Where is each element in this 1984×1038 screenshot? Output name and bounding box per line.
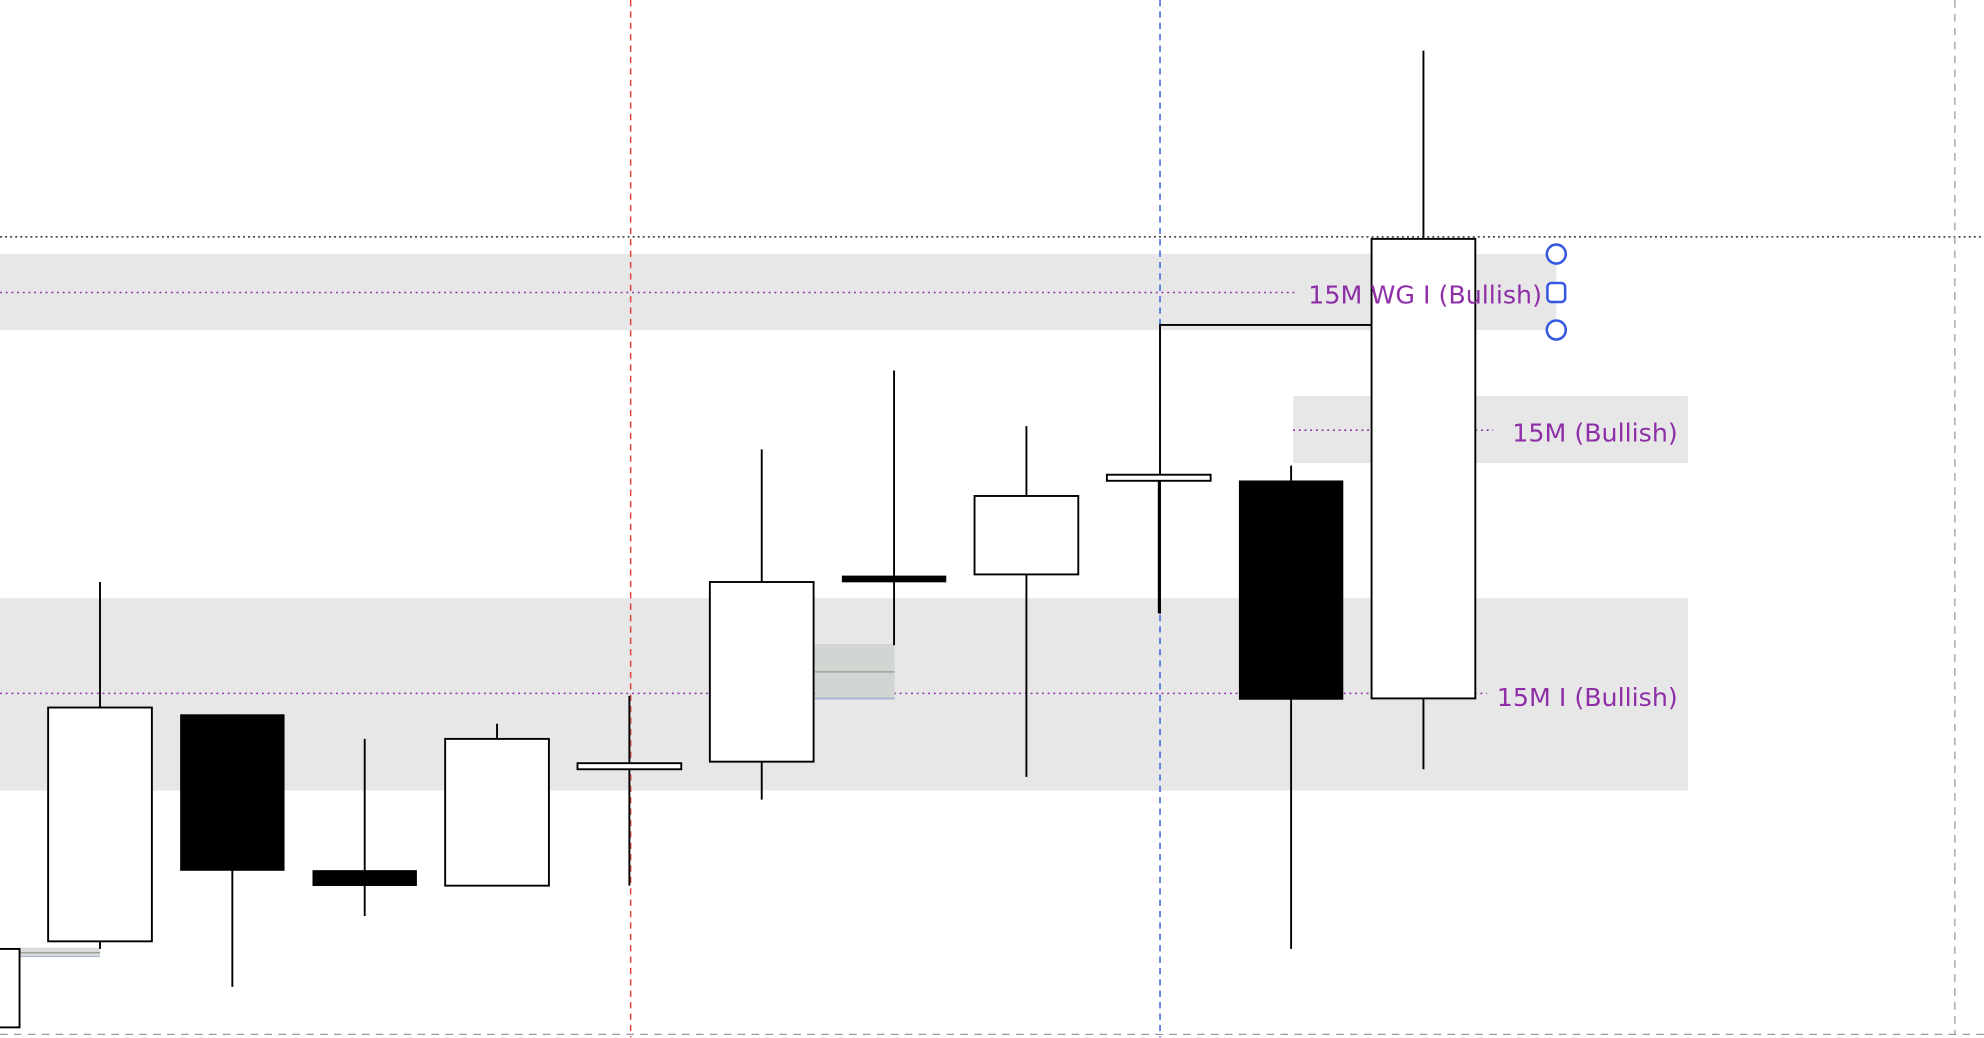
candle-bullish[interactable]: [47, 706, 153, 943]
candle-bearish[interactable]: [841, 575, 947, 583]
resize-handle-bottom[interactable]: [1545, 319, 1568, 341]
move-handle[interactable]: [1546, 281, 1567, 304]
candle-bullish[interactable]: [1105, 473, 1212, 482]
candle-bearish[interactable]: [180, 714, 285, 871]
candle-bearish[interactable]: [1238, 480, 1344, 700]
resize-handle-top[interactable]: [1545, 243, 1568, 265]
zone-label-15m-i[interactable]: 15M I (Bullish): [1497, 683, 1678, 712]
selection-handles[interactable]: [1545, 243, 1568, 341]
zone-box[interactable]: [0, 254, 1557, 330]
zone-box[interactable]: [1293, 395, 1688, 464]
zone-label-wg[interactable]: 15M WG I (Bullish): [1308, 281, 1542, 310]
candle-bullish[interactable]: [708, 581, 815, 763]
zone-label-15m[interactable]: 15M (Bullish): [1512, 419, 1677, 448]
candle-bearish[interactable]: [312, 870, 417, 886]
candle-bullish[interactable]: [576, 762, 683, 771]
candles-layer: [0, 50, 1477, 1029]
labels-layer: 15M WG I (Bullish) 15M (Bullish) 15M I (…: [1308, 281, 1677, 712]
candle-bullish[interactable]: [1370, 237, 1477, 700]
candle-bullish[interactable]: [444, 737, 550, 887]
step-line[interactable]: [1159, 323, 1373, 614]
candle-bullish[interactable]: [0, 947, 21, 1029]
candle-bullish[interactable]: [973, 495, 1080, 576]
